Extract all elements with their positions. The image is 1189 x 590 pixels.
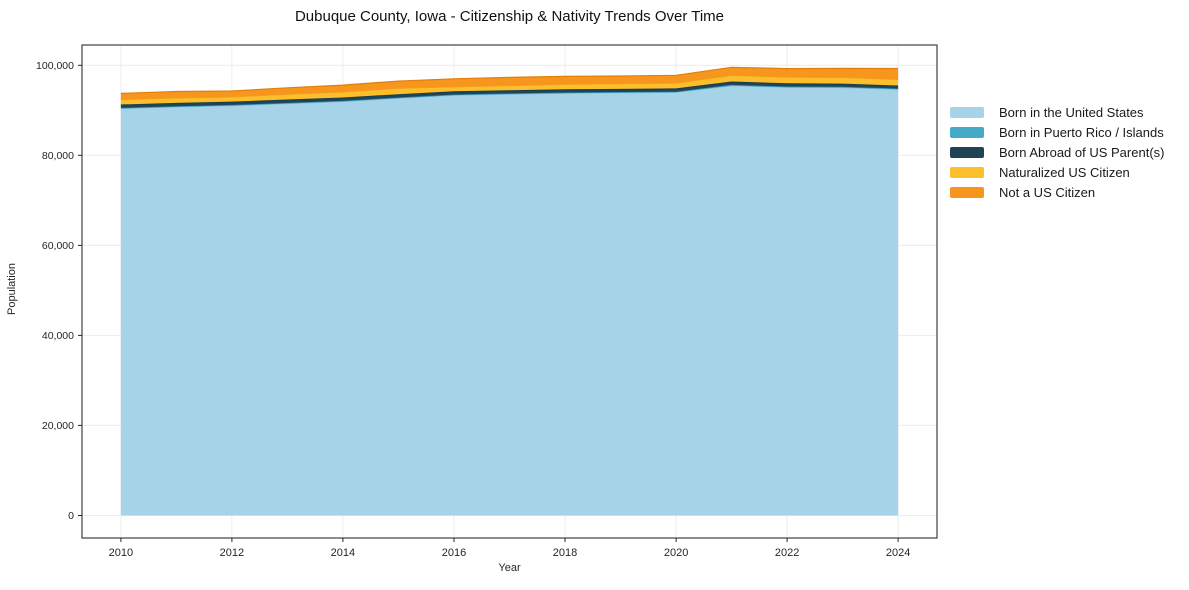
x-tick-label: 2010 [109, 547, 133, 559]
legend-item-born-abroad: Born Abroad of US Parent(s) [950, 142, 1164, 162]
legend-label: Naturalized US Citizen [999, 164, 1130, 180]
legend-label: Born Abroad of US Parent(s) [999, 144, 1165, 160]
x-tick-label: 2020 [664, 547, 688, 559]
area-series-3 [120, 75, 899, 105]
legend-label: Not a US Citizen [999, 184, 1096, 200]
y-tick-label: 60,000 [42, 240, 74, 252]
area-series-4 [120, 67, 899, 100]
legend-item-born-us: Born in the United States [950, 102, 1164, 122]
area-series-2 [120, 81, 899, 108]
legend-label: Born in the United States [999, 104, 1144, 120]
legend-label: Born in Puerto Rico / Islands [999, 124, 1164, 140]
legend-swatch-born-us [950, 106, 984, 118]
x-axis-label: Year [498, 562, 521, 574]
legend-item-not-citizen: Not a US Citizen [950, 182, 1164, 202]
y-tick-label: 0 [68, 510, 74, 522]
y-tick-label: 100,000 [36, 60, 74, 72]
legend-swatch-puerto-rico [950, 126, 984, 138]
x-tick-label: 2012 [220, 547, 244, 559]
legend-swatch-naturalized [950, 166, 984, 178]
x-tick-label: 2018 [553, 547, 577, 559]
legend-swatch-not-citizen [950, 186, 984, 198]
area-series-0 [120, 85, 899, 516]
chart-title: Dubuque County, Iowa - Citizenship & Nat… [294, 8, 725, 25]
legend-swatch-born-abroad [950, 146, 984, 158]
x-tick-label: 2014 [331, 547, 355, 559]
x-tick-label: 2016 [442, 547, 466, 559]
area-edge-4 [120, 66, 899, 94]
x-tick-label: 2024 [886, 547, 910, 559]
legend-item-puerto-rico: Born in Puerto Rico / Islands [950, 122, 1164, 142]
y-tick-label: 80,000 [42, 150, 74, 162]
plot-border [81, 44, 938, 539]
y-tick-label: 20,000 [42, 420, 74, 432]
x-tick-label: 2022 [775, 547, 799, 559]
legend: Born in the United States Born in Puerto… [950, 102, 1164, 202]
legend-item-naturalized: Naturalized US Citizen [950, 162, 1164, 182]
y-tick-label: 40,000 [42, 330, 74, 342]
